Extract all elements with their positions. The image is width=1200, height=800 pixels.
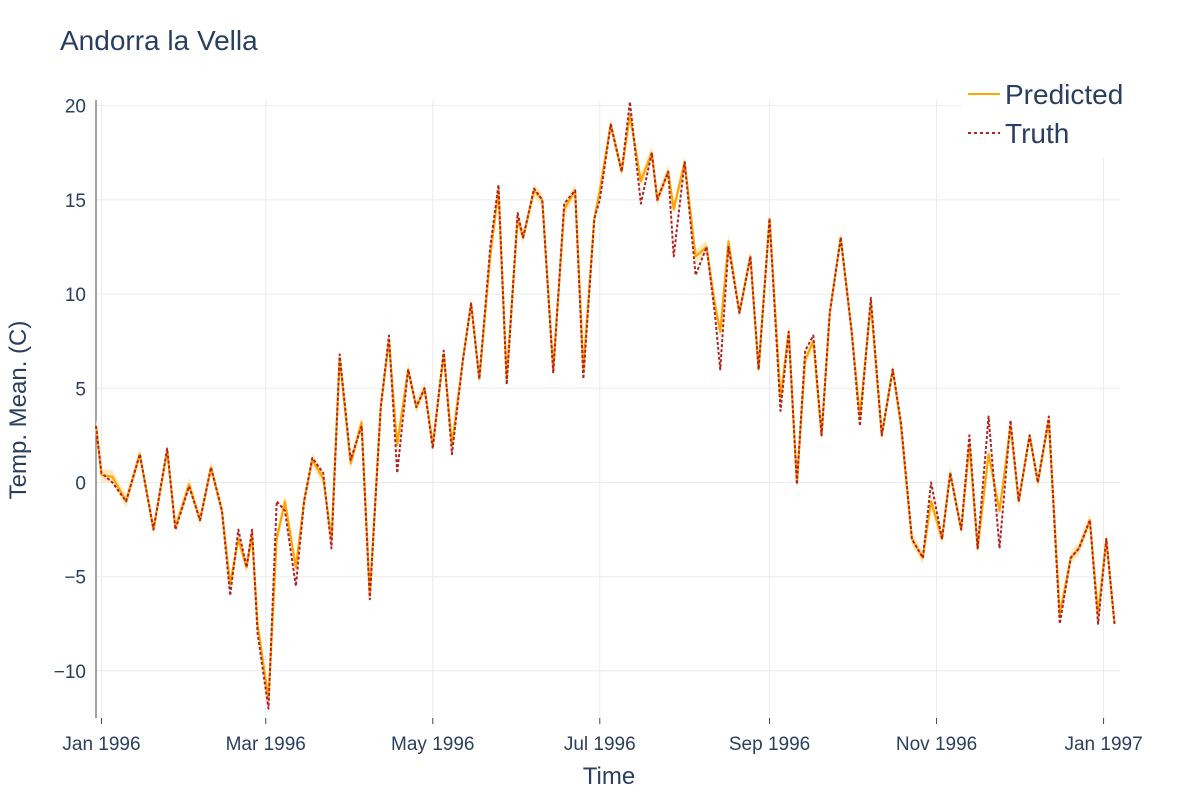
predicted-series-line [94, 113, 1116, 701]
prediction-band [96, 108, 1115, 706]
x-tick-label: Sep 1996 [729, 734, 810, 755]
x-tick-label: Jul 1996 [564, 734, 636, 755]
legend[interactable]: Predicted Truth [962, 74, 1142, 158]
x-tick-labels: Jan 1996 Mar 1996 May 1996 Jul 1996 Sep 1996… [62, 734, 1142, 755]
x-tick-label: Jan 1997 [1064, 734, 1142, 755]
legend-truth-label[interactable]: Truth [1005, 118, 1069, 149]
legend-predicted-label[interactable]: Predicted [1005, 79, 1123, 110]
x-tick-label: Jan 1996 [62, 734, 140, 755]
predicted-series-layer [94, 113, 1116, 701]
y-tick-label: 20 [65, 97, 86, 118]
y-tick-label: 0 [75, 473, 86, 494]
x-tick-label: Mar 1996 [226, 734, 306, 755]
x-tick-label: May 1996 [391, 734, 474, 755]
y-tick-labels: −10 −5 0 5 10 15 20 [54, 97, 86, 683]
y-tick-label: 5 [75, 379, 86, 400]
y-tick-label: −5 [64, 568, 86, 589]
y-tick-label: −10 [54, 662, 86, 683]
y-axis-title: Temp. Mean. (C) [5, 321, 32, 500]
y-gridlines [96, 105, 1120, 672]
truth-series-line [95, 100, 1116, 710]
chart-title: Andorra la Vella [60, 25, 258, 56]
y-tick-label: 15 [65, 191, 86, 212]
prediction-band-layer [96, 108, 1115, 706]
legend-background [962, 74, 1142, 158]
y-tick-label: 10 [65, 285, 86, 306]
x-tick-label: Nov 1996 [896, 734, 977, 755]
x-axis-title: Time [583, 763, 635, 790]
x-gridlines [100, 100, 1105, 724]
truth-series-layer [95, 100, 1116, 710]
